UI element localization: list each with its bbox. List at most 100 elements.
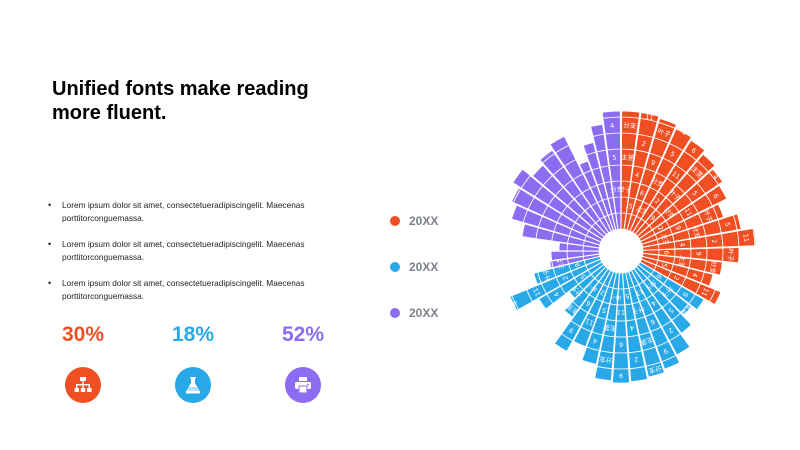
sunburst-label: 9 — [619, 372, 623, 380]
sunburst-segment — [509, 295, 520, 312]
sunburst-label: 11 — [634, 287, 645, 298]
sunburst-label: 5 — [723, 222, 732, 228]
sunburst-label: 主茎 — [676, 255, 687, 270]
sunburst-segment — [590, 123, 605, 137]
sunburst-label: 叶子 — [607, 291, 622, 302]
sunburst-segment — [712, 203, 725, 220]
sunburst-segment — [688, 293, 705, 311]
sunburst-label: 主茎 — [621, 152, 635, 162]
sunburst-label: 主茎 — [660, 232, 672, 247]
sunburst-segment — [709, 289, 722, 306]
sunburst-label: 5 — [601, 306, 607, 315]
page-title: Unified fonts make reading more fluent. — [52, 78, 309, 124]
sunburst-label: 2 — [710, 239, 718, 244]
sunburst-label: 11 — [670, 170, 681, 181]
sunburst-segment — [721, 230, 740, 248]
sunburst-label: 9 — [650, 159, 657, 168]
sunburst-label: 6 — [654, 272, 663, 280]
sunburst-label: 4 — [634, 171, 640, 180]
sunburst-segment — [553, 333, 574, 352]
sunburst-segment — [621, 132, 638, 151]
sunburst-label: 2 — [599, 288, 606, 297]
sunburst-segment — [732, 213, 742, 231]
stat-value-3: 52% — [281, 323, 325, 346]
sunburst-label: 分支 — [623, 120, 637, 130]
sunburst-label: 9 — [568, 326, 576, 335]
sunburst-label: 主茎 — [603, 323, 618, 334]
sunburst-segment — [549, 135, 570, 154]
bullet-dot: • — [48, 239, 52, 249]
sunburst-label: 5 — [625, 292, 630, 300]
legend-label: 20XX — [409, 306, 439, 320]
sunburst-segment — [558, 242, 568, 252]
sunburst-segment — [511, 187, 522, 203]
sunburst-label: 5 — [690, 189, 699, 197]
sunburst-segment — [706, 247, 724, 262]
legend-dot — [390, 216, 400, 226]
sunburst-segment — [671, 312, 693, 334]
sunburst-label: 4 — [629, 323, 634, 331]
sunburst-segment — [752, 227, 757, 247]
legend-dot — [390, 308, 400, 318]
sunburst-segment — [573, 326, 592, 348]
sunburst-label: 11 — [584, 316, 595, 327]
sunburst-label: 分支 — [598, 354, 613, 365]
legend-item: 20XX — [390, 260, 438, 274]
sunburst-segment — [521, 223, 539, 240]
sunburst-label: 5 — [579, 272, 588, 280]
sunburst-label: 4 — [592, 336, 598, 345]
sunburst-label: 4 — [552, 290, 561, 298]
printer-icon — [285, 367, 321, 403]
org-chart-icon — [65, 367, 101, 403]
sunburst-segment — [722, 247, 740, 264]
sunburst-segment — [696, 153, 716, 173]
legend-item: 20XX — [390, 306, 438, 320]
sunburst-segment — [581, 346, 600, 365]
sunburst-label: 2 — [641, 140, 647, 149]
legend-dot — [390, 262, 400, 272]
sunburst-center-hole — [601, 231, 641, 271]
bullet-item: • Lorem ipsum dolor sit amet, consectetue… — [48, 277, 328, 303]
sunburst-segment — [668, 333, 691, 356]
sunburst-segment — [620, 164, 633, 183]
sunburst-label: 2 — [656, 224, 665, 232]
sunburst-label: 叶子 — [656, 126, 672, 139]
sunburst-label: 分支 — [647, 364, 662, 376]
sunburst-label: 主茎 — [554, 255, 565, 270]
sunburst-label: 11 — [741, 233, 750, 242]
sunburst-segment — [538, 293, 554, 310]
sunburst-chart: 叶子主茎分支5421169叶子主茎分支5421169叶子主茎分支5421169叶… — [509, 110, 757, 384]
bullet-dot: • — [48, 278, 52, 288]
sunburst-segment — [531, 164, 553, 186]
sunburst-label: 5 — [660, 262, 669, 268]
sunburst-segment — [645, 361, 665, 378]
sunburst-segment — [639, 112, 660, 123]
sunburst-label: 9 — [648, 214, 657, 223]
sunburst-segment — [594, 366, 613, 382]
sunburst-segment — [658, 118, 677, 129]
sunburst-label: 2 — [672, 274, 681, 281]
sunburst-segment — [601, 110, 621, 119]
bullet-item: • Lorem ipsum dolor sit amet, consectetue… — [48, 199, 328, 225]
sunburst-segment — [568, 283, 584, 299]
sunburst-label: 叶子 — [619, 184, 633, 194]
bullet-item: • Lorem ipsum dolor sit amet, consectetue… — [48, 238, 328, 264]
sunburst-segment — [549, 260, 554, 269]
bullet-list: • Lorem ipsum dolor sit amet, consectetue… — [48, 199, 328, 316]
sunburst-segment — [563, 301, 581, 318]
sunburst-label: 主茎 — [639, 335, 654, 347]
sunburst-label: 4 — [711, 173, 720, 181]
sunburst-segment — [511, 204, 529, 223]
sunburst-label: 6 — [711, 192, 720, 200]
sunburst-segment — [708, 168, 724, 186]
sunburst-segment — [550, 250, 568, 261]
sunburst-segment — [629, 366, 649, 383]
bullet-dot: • — [48, 200, 52, 210]
sunburst-label: 11 — [644, 113, 654, 123]
sunburst-segment — [533, 271, 542, 285]
sunburst-label: 11 — [532, 287, 543, 298]
legend-label: 20XX — [409, 214, 439, 228]
sunburst-label: 6 — [662, 250, 670, 254]
sunburst-segment — [675, 127, 693, 138]
sunburst-label: 2 — [634, 355, 639, 363]
